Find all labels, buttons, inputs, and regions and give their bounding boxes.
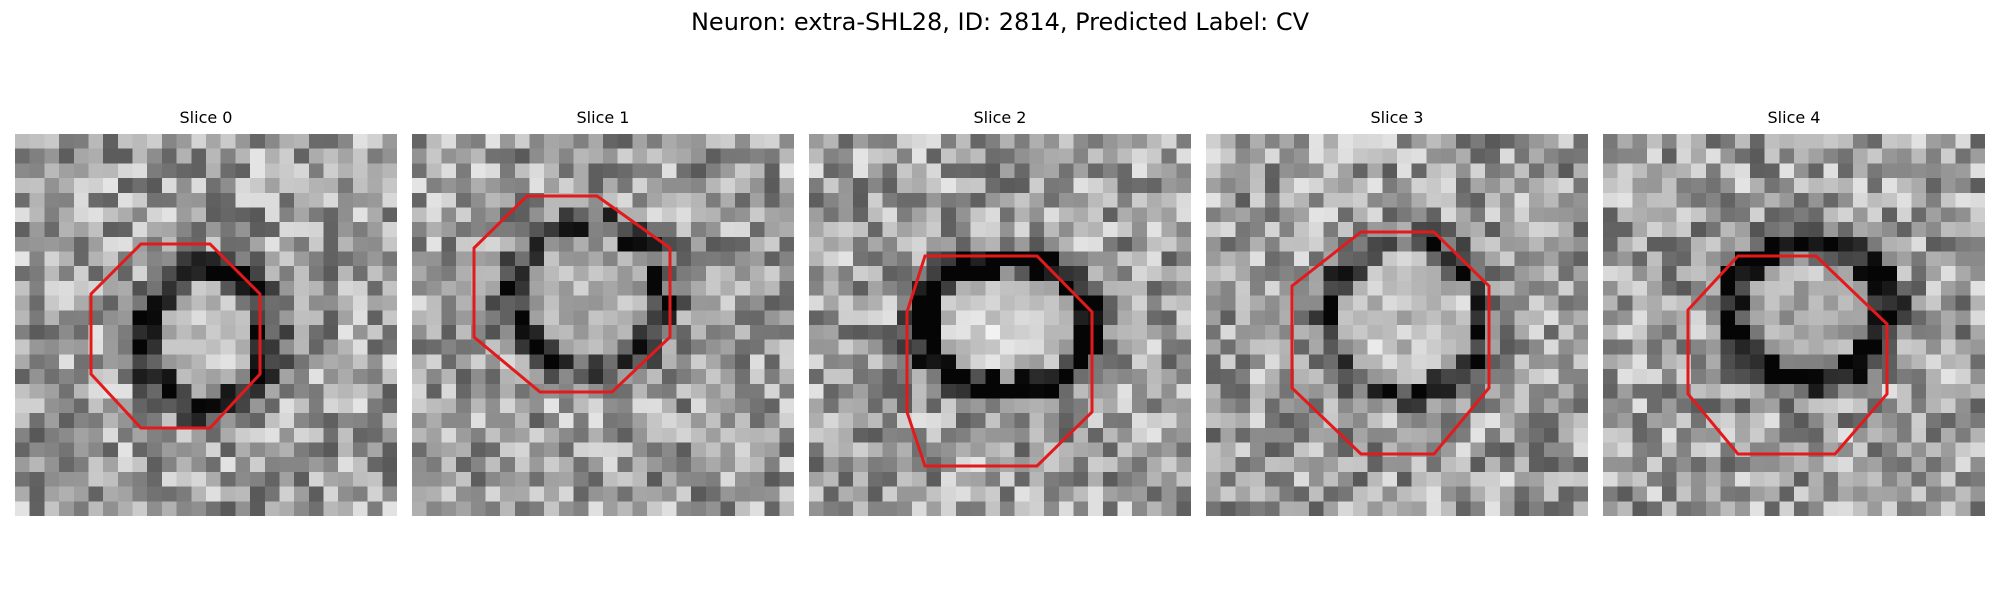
slice-0-octagon-marker — [89, 242, 262, 430]
panel-title-slice-2: Slice 2 — [973, 108, 1027, 127]
slice-4-image — [1603, 134, 1985, 516]
octagon-outline — [472, 194, 672, 394]
slice-0-image — [15, 134, 397, 516]
slice-2-octagon-marker — [905, 254, 1094, 468]
panel-title-slice-1: Slice 1 — [576, 108, 630, 127]
octagon-outline — [1686, 254, 1889, 456]
slice-1-image — [412, 134, 794, 516]
octagon-outline — [1290, 230, 1491, 456]
octagon-outline — [905, 254, 1094, 468]
panel-title-slice-4: Slice 4 — [1767, 108, 1821, 127]
slice-4-octagon-marker — [1686, 254, 1889, 456]
figure-title: Neuron: extra-SHL28, ID: 2814, Predicted… — [690, 8, 1310, 36]
panel-title-slice-3: Slice 3 — [1370, 108, 1424, 127]
panel-title-slice-0: Slice 0 — [179, 108, 233, 127]
slice-2-image — [809, 134, 1191, 516]
slice-3-image — [1206, 134, 1588, 516]
slice-3-octagon-marker — [1290, 230, 1491, 456]
octagon-outline — [89, 242, 262, 430]
slice-1-octagon-marker — [472, 194, 672, 394]
